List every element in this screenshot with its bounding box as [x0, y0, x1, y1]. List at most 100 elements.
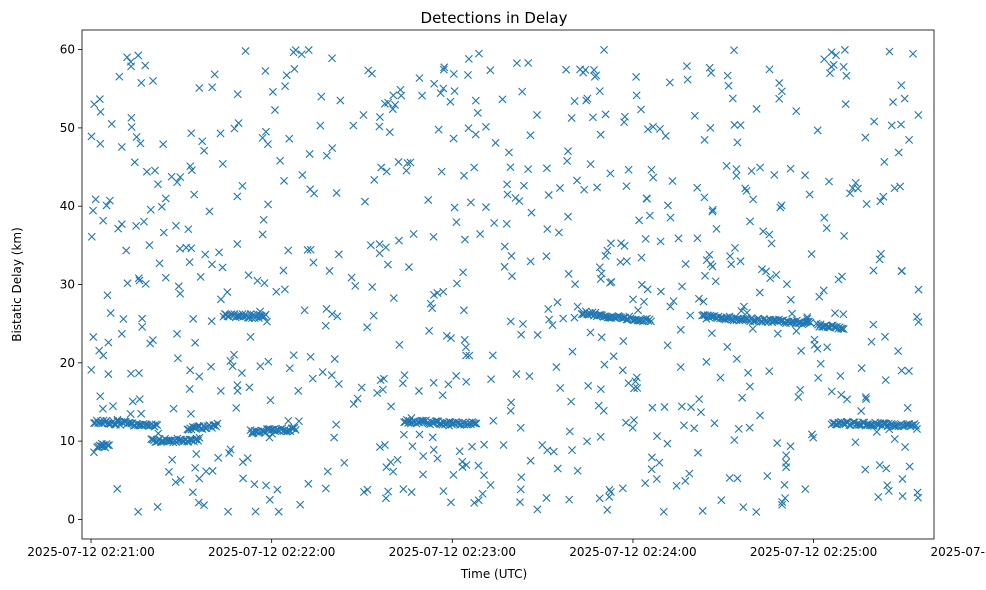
- detection-point: [595, 263, 604, 272]
- detection-point: [351, 281, 360, 290]
- detection-point: [471, 96, 480, 105]
- detection-point: [717, 496, 726, 505]
- detection-point: [153, 421, 162, 430]
- detection-point: [726, 252, 735, 261]
- detection-point: [462, 377, 471, 386]
- detection-point: [507, 398, 516, 407]
- detection-point: [792, 326, 801, 335]
- detection-point: [669, 297, 678, 306]
- detection-point: [890, 184, 899, 193]
- detection-point: [89, 333, 98, 342]
- detection-point: [87, 232, 96, 241]
- detection-point: [533, 505, 542, 514]
- detection-point: [458, 457, 467, 466]
- detection-point: [171, 221, 180, 230]
- detection-point: [480, 440, 489, 449]
- detection-point: [624, 379, 633, 388]
- plot-frame: [81, 29, 935, 540]
- detection-point: [880, 157, 889, 166]
- detection-point: [617, 239, 626, 248]
- detection-point: [146, 205, 155, 214]
- detection-point: [647, 453, 656, 462]
- detection-point: [710, 419, 719, 428]
- detection-point: [900, 94, 909, 103]
- detection-point: [398, 379, 407, 388]
- detection-point: [542, 493, 551, 502]
- detection-point: [663, 341, 672, 350]
- detection-point: [565, 495, 574, 504]
- detection-point: [359, 487, 368, 496]
- detection-point: [192, 450, 201, 459]
- detection-point: [452, 371, 461, 380]
- detection-point: [526, 131, 535, 140]
- detection-point: [468, 442, 477, 451]
- detection-point: [357, 383, 366, 392]
- detection-point: [459, 268, 468, 277]
- detection-point: [605, 492, 614, 501]
- detection-point: [234, 119, 243, 128]
- detection-point: [104, 338, 113, 347]
- detection-point: [383, 260, 392, 269]
- detection-point: [677, 402, 686, 411]
- detection-point: [745, 382, 754, 391]
- detection-point: [498, 95, 507, 104]
- detection-point: [708, 262, 717, 271]
- detection-point: [377, 163, 386, 172]
- detection-point: [428, 304, 437, 313]
- detection-point: [321, 321, 330, 330]
- detection-point: [749, 195, 758, 204]
- detection-point: [500, 242, 509, 251]
- detection-point: [370, 175, 379, 184]
- detection-point: [555, 184, 564, 193]
- detection-point: [481, 203, 490, 212]
- detection-point: [115, 72, 124, 81]
- detection-point: [759, 227, 768, 236]
- detection-point: [809, 433, 818, 442]
- detection-point: [460, 171, 468, 180]
- detection-point: [776, 203, 785, 212]
- detection-point: [258, 230, 267, 239]
- detection-point: [409, 230, 418, 238]
- detection-point: [155, 259, 164, 268]
- detection-point: [748, 317, 757, 325]
- detection-point: [503, 190, 512, 199]
- detection-point: [788, 309, 797, 318]
- detection-point: [137, 78, 146, 87]
- detection-point: [489, 416, 498, 425]
- detection-point: [706, 123, 715, 132]
- detection-point: [588, 113, 597, 122]
- detection-point: [218, 263, 227, 272]
- detection-point: [690, 111, 699, 120]
- detection-point: [207, 317, 216, 326]
- detection-point: [786, 295, 795, 304]
- detection-point: [805, 190, 814, 199]
- detection-point: [567, 397, 576, 406]
- detection-point: [273, 485, 282, 494]
- detection-point: [601, 251, 610, 260]
- detection-point: [606, 278, 615, 287]
- detection-point: [732, 165, 741, 174]
- detection-point: [831, 309, 840, 318]
- detection-point: [637, 280, 646, 289]
- detection-point: [616, 258, 625, 267]
- detection-point: [765, 65, 774, 74]
- detection-point: [407, 488, 416, 497]
- detection-point: [233, 381, 242, 390]
- detection-point: [461, 343, 470, 352]
- detection-point: [600, 45, 609, 54]
- detection-point: [914, 317, 923, 326]
- detection-point: [634, 306, 643, 315]
- detection-point: [224, 507, 233, 516]
- detection-point: [171, 478, 180, 487]
- detection-point: [641, 479, 650, 488]
- detection-point: [304, 479, 313, 488]
- detection-point: [263, 140, 272, 149]
- detection-point: [127, 369, 136, 378]
- detection-point: [665, 78, 674, 87]
- x-tick-label: 2025-07-12 02:25:00: [750, 545, 877, 559]
- detection-point: [773, 329, 782, 338]
- detection-point: [103, 291, 112, 300]
- detection-point: [246, 332, 255, 341]
- detection-point: [869, 266, 878, 275]
- detection-point: [733, 138, 742, 147]
